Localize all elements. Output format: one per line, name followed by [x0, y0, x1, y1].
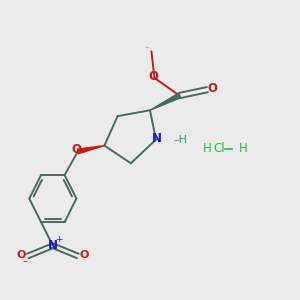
Text: H: H	[238, 142, 247, 155]
Text: –H: –H	[173, 135, 187, 145]
Text: O: O	[148, 70, 158, 83]
Text: O: O	[80, 250, 89, 260]
Text: O: O	[208, 82, 218, 95]
Text: –: –	[22, 256, 27, 266]
Text: +: +	[56, 235, 63, 244]
Text: N: N	[152, 132, 162, 145]
Text: H: H	[203, 142, 212, 155]
Text: Cl: Cl	[213, 142, 225, 155]
Polygon shape	[77, 146, 104, 154]
Text: O: O	[16, 250, 26, 260]
Text: N: N	[48, 238, 58, 252]
Text: O: O	[71, 142, 81, 156]
Polygon shape	[150, 93, 181, 110]
Text: methyl: methyl	[146, 46, 151, 48]
